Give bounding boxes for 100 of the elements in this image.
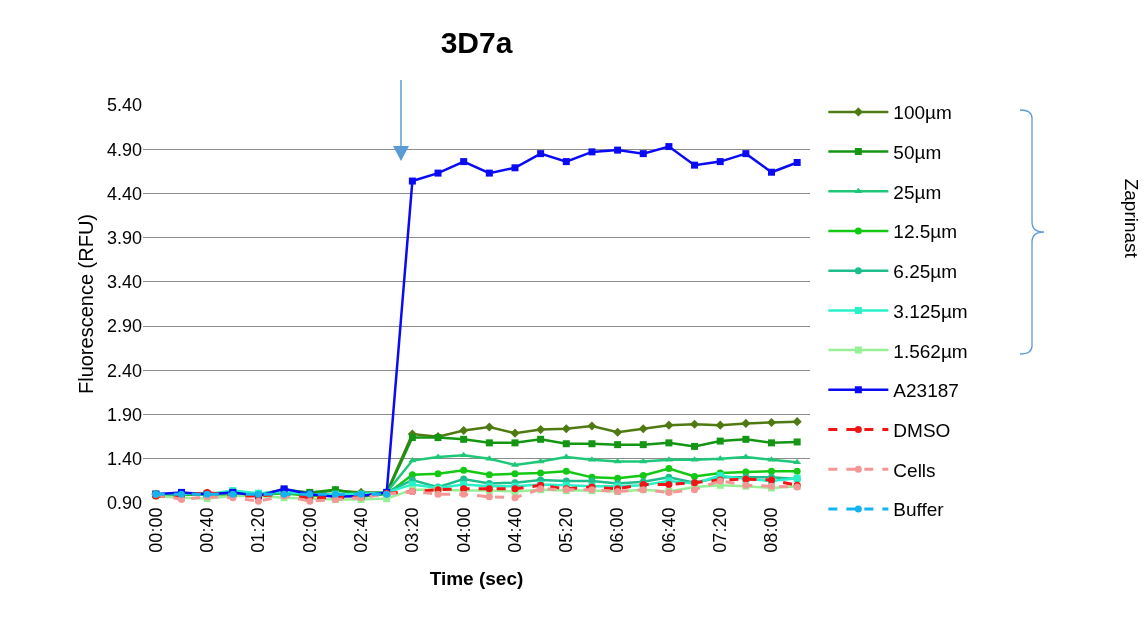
- point: [768, 168, 776, 176]
- y-tick-label: 4.40: [106, 183, 142, 204]
- point: [536, 425, 546, 435]
- point: [793, 438, 801, 446]
- point: [639, 150, 647, 158]
- point: [484, 422, 494, 432]
- y-tick-label: 0.90: [106, 493, 142, 514]
- y-tick-label: 1.90: [106, 404, 142, 425]
- legend-label: Buffer: [893, 499, 945, 521]
- legend-label: 1.562µm: [893, 340, 968, 362]
- point: [691, 442, 699, 450]
- point: [510, 428, 520, 438]
- point: [460, 435, 468, 443]
- point: [511, 494, 519, 502]
- point: [665, 465, 673, 473]
- point: [741, 418, 751, 428]
- point: [561, 424, 571, 434]
- y-tick-label: 3.40: [106, 272, 142, 293]
- point: [716, 437, 724, 445]
- y-tick-label: 3.90: [106, 227, 142, 248]
- x-tick-label: 08:00: [761, 507, 782, 553]
- legend-label: 25µm: [893, 181, 942, 203]
- point: [459, 425, 469, 436]
- point: [665, 143, 673, 151]
- point: [639, 441, 647, 449]
- y-tick-label: 5.40: [106, 95, 142, 116]
- point: [793, 158, 801, 166]
- point: [588, 440, 596, 448]
- x-tick-label: 07:20: [710, 507, 731, 553]
- point: [613, 457, 622, 464]
- y-tick-label: 2.90: [106, 316, 142, 337]
- x-tick-label: 00:00: [145, 507, 166, 553]
- point: [768, 467, 776, 475]
- point: [588, 148, 596, 156]
- point: [408, 434, 416, 442]
- point: [511, 470, 519, 478]
- x-tick-label: 01:20: [248, 507, 269, 553]
- point: [793, 458, 802, 465]
- point: [638, 424, 648, 434]
- point: [614, 146, 622, 154]
- point: [562, 440, 570, 448]
- point: [792, 417, 802, 427]
- x-tick-label: 02:00: [299, 507, 320, 553]
- point: [691, 472, 699, 480]
- point: [613, 427, 623, 437]
- y-tick-label: 2.40: [106, 360, 142, 381]
- legend-label: Cells: [893, 459, 936, 481]
- point: [587, 421, 597, 431]
- point: [485, 493, 493, 501]
- y-axis-title: Fluorescence (RFU): [75, 213, 97, 395]
- y-tick-label: 4.90: [106, 139, 142, 160]
- legend-label: 50µm: [893, 142, 942, 164]
- point: [690, 419, 700, 429]
- point: [691, 161, 699, 169]
- point: [254, 497, 262, 505]
- x-tick-label: 06:40: [658, 507, 679, 553]
- point: [562, 467, 570, 475]
- legend-label: 12.5µm: [893, 221, 958, 243]
- point: [664, 420, 674, 430]
- point: [639, 472, 647, 480]
- point: [742, 150, 750, 158]
- legend-label: A23187: [893, 380, 959, 402]
- legend-label: DMSO: [893, 419, 951, 441]
- point: [768, 439, 776, 447]
- point: [485, 439, 493, 447]
- chart-title: 3D7a: [440, 26, 513, 60]
- legend-label: 3.125µm: [893, 300, 968, 322]
- x-tick-label: 04:00: [453, 507, 474, 553]
- point: [536, 457, 545, 464]
- point: [742, 435, 750, 443]
- x-tick-label: 04:40: [504, 507, 525, 553]
- x-tick-label: 03:20: [402, 507, 423, 553]
- text: Zaprinast: [1120, 178, 1142, 259]
- point: [537, 150, 545, 158]
- x-tick-label: 05:20: [556, 507, 577, 553]
- point: [766, 417, 777, 428]
- x-tick-label: 06:00: [607, 507, 628, 553]
- point: [614, 441, 622, 449]
- point: [562, 158, 570, 166]
- point: [511, 164, 519, 172]
- point: [460, 466, 468, 474]
- point: [434, 470, 442, 478]
- legend-label: 6.25µm: [893, 261, 958, 283]
- point: [715, 420, 725, 430]
- y-tick-label: 1.40: [106, 449, 142, 470]
- point: [537, 469, 545, 477]
- point: [511, 439, 519, 447]
- point: [408, 471, 416, 479]
- legend-label: 100µm: [893, 102, 952, 124]
- point: [485, 471, 493, 479]
- point: [639, 457, 648, 464]
- point: [434, 169, 442, 177]
- x-tick-label: 02:40: [350, 507, 371, 553]
- point: [665, 439, 673, 447]
- point: [460, 158, 468, 166]
- point: [716, 158, 724, 166]
- point: [793, 467, 801, 475]
- x-axis-title: Time (sec): [429, 568, 524, 590]
- point: [537, 435, 545, 443]
- point: [408, 177, 416, 185]
